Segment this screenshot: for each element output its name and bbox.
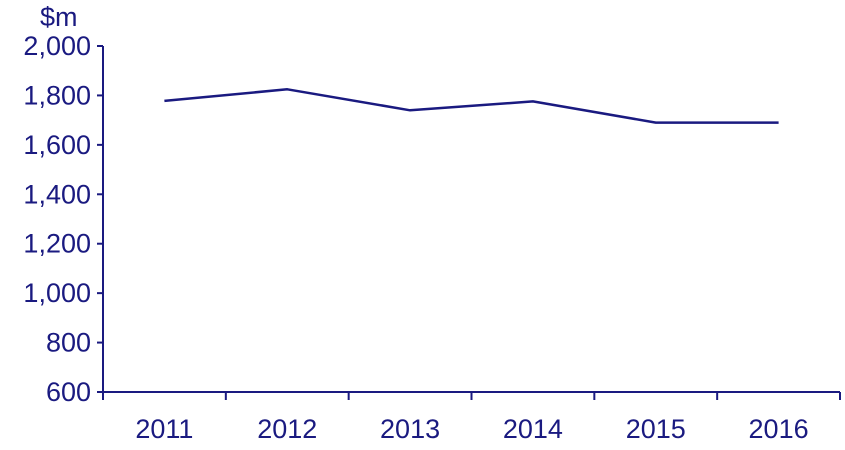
y-tick-label: 800 bbox=[46, 328, 91, 358]
y-tick-label: 1,800 bbox=[23, 80, 91, 110]
x-tick-label: 2014 bbox=[503, 414, 563, 444]
y-tick-label: 600 bbox=[46, 377, 91, 407]
y-tick-label: 1,200 bbox=[23, 229, 91, 259]
x-tick-label: 2016 bbox=[749, 414, 809, 444]
y-tick-label: 2,000 bbox=[23, 31, 91, 61]
series-line bbox=[164, 88, 779, 124]
y-tick-label: 1,600 bbox=[23, 130, 91, 160]
y-axis-unit-label: $m bbox=[40, 2, 78, 32]
x-tick-label: 2015 bbox=[626, 414, 686, 444]
x-tick-label: 2012 bbox=[257, 414, 317, 444]
y-tick-label: 1,400 bbox=[23, 179, 91, 209]
x-tick-label: 2013 bbox=[380, 414, 440, 444]
y-tick-label: 1,000 bbox=[23, 278, 91, 308]
x-tick-label: 2011 bbox=[135, 414, 193, 444]
